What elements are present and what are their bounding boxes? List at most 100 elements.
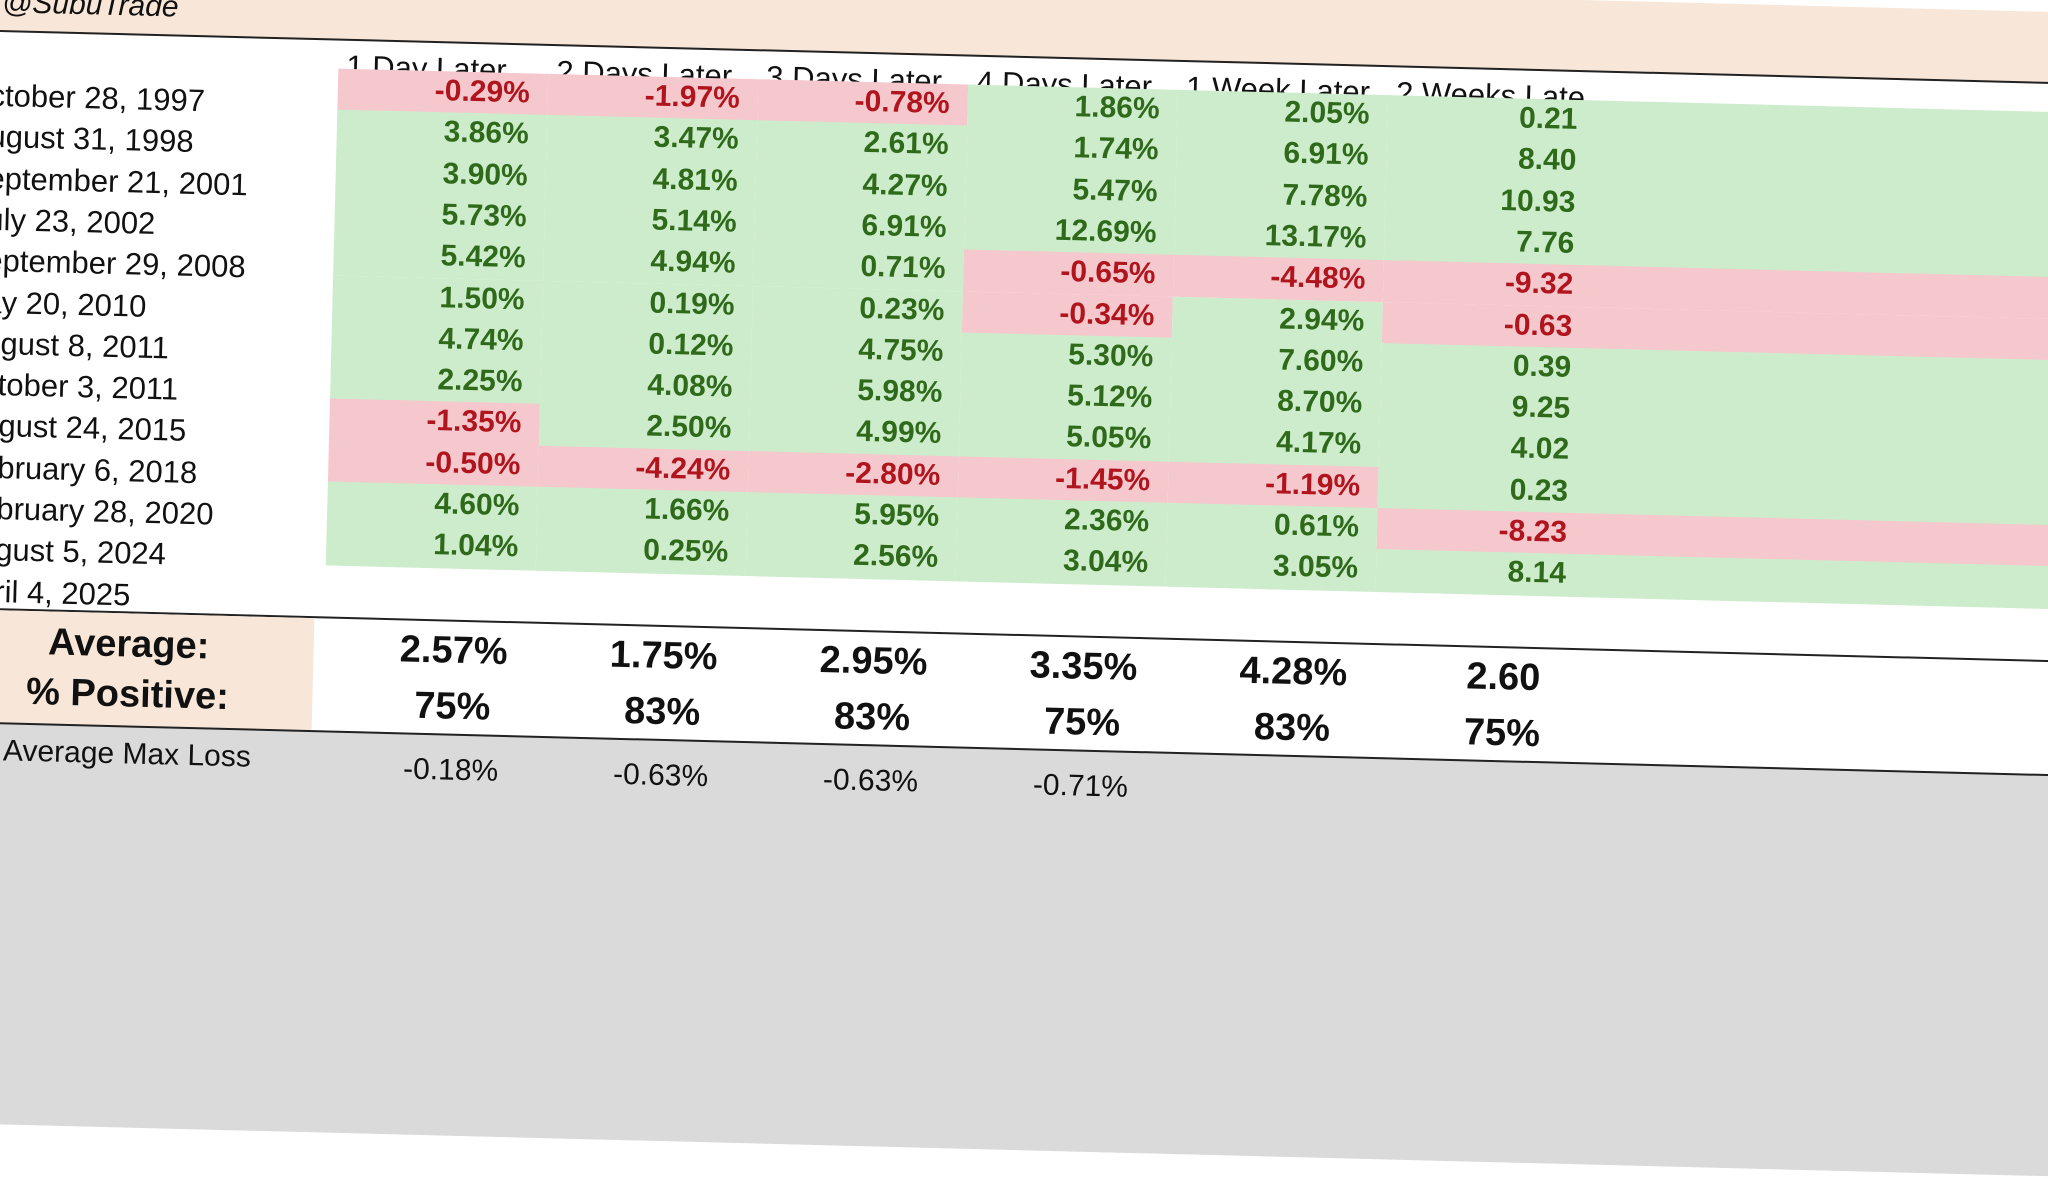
cell-value: -4.24% <box>634 450 731 487</box>
date-label: eptember 21, 2001 <box>0 160 249 202</box>
cell-value: 8.70% <box>1276 384 1363 420</box>
cell-value: 4.81% <box>652 162 739 198</box>
cell-value: -0.65% <box>1059 255 1156 291</box>
average-value: 2.57% <box>399 628 509 674</box>
cell-value: 1.50% <box>439 280 526 316</box>
cell-value: 4.17% <box>1275 425 1362 461</box>
date-label: pril 4, 2025 <box>0 573 131 613</box>
cell-value: 5.12% <box>1066 379 1153 415</box>
cell-value: 1.74% <box>1073 131 1159 167</box>
cell-value: 1.04% <box>432 528 519 564</box>
positive-value: 75% <box>413 684 491 729</box>
max-loss-value: -0.63% <box>612 757 709 794</box>
cell-value: 5.30% <box>1067 337 1154 374</box>
positive-label: % Positive: <box>25 670 230 719</box>
cell-value: 5.95% <box>853 497 940 533</box>
cell-value: -9.32 <box>1504 266 1574 302</box>
cell-value: -1.45% <box>1054 461 1151 497</box>
cell-value: 3.90% <box>442 156 529 192</box>
average-value: 3.35% <box>1029 644 1138 689</box>
cell-value: 5.98% <box>856 373 943 410</box>
cell-value: -0.29% <box>434 74 531 110</box>
date-label: ay 20, 2010 <box>0 284 147 324</box>
cell-value: 2.05% <box>1284 95 1370 131</box>
cell-value: 12.69% <box>1054 213 1157 250</box>
cell-value: 7.60% <box>1277 343 1364 379</box>
date-label: uly 23, 2002 <box>0 201 156 241</box>
cell-value: 8.40 <box>1517 142 1577 178</box>
cell-value: 0.12% <box>648 327 734 363</box>
cell-value: 5.05% <box>1065 420 1152 456</box>
cell-value: 3.04% <box>1062 544 1149 580</box>
cell-value: -1.19% <box>1264 466 1361 503</box>
cell-value: 4.74% <box>438 322 524 358</box>
cell-value: 0.23 <box>1509 473 1569 508</box>
average-value: 2.95% <box>819 638 928 684</box>
cell-value: 9.25 <box>1511 390 1571 425</box>
cell-value: 5.73% <box>441 198 528 234</box>
cell-value: 8.14 <box>1507 555 1567 591</box>
cell-value: 4.75% <box>857 332 944 368</box>
cell-value: 1.86% <box>1074 90 1161 126</box>
cell-value: 7.76 <box>1515 225 1575 260</box>
cell-value: 4.08% <box>646 368 733 404</box>
cell-value: -8.23 <box>1498 514 1568 549</box>
cell-value: 0.71% <box>860 250 946 286</box>
date-label: ctober 28, 1997 <box>0 77 206 119</box>
cell-value: -4.48% <box>1269 260 1366 296</box>
cell-value: 0.61% <box>1273 508 1360 544</box>
date-label: ctober 3, 2011 <box>0 366 179 407</box>
cell-value: 6.91% <box>1283 136 1369 172</box>
average-label: Average: <box>47 621 210 668</box>
cell-value: 0.39 <box>1512 349 1572 384</box>
date-label: ebruary 6, 2018 <box>0 449 198 490</box>
cell-value: -0.78% <box>854 84 951 121</box>
cell-value: 4.99% <box>855 415 942 451</box>
cell-value: -2.80% <box>844 456 941 492</box>
cell-value: 4.94% <box>650 244 736 280</box>
max-loss-value: -0.18% <box>402 752 499 788</box>
positive-value: 83% <box>833 695 911 740</box>
cell-value: 2.36% <box>1063 503 1150 539</box>
cell-value: 10.93 <box>1499 183 1576 219</box>
cell-value: -1.35% <box>426 404 522 440</box>
cell-value: 2.61% <box>863 126 950 162</box>
positive-value: 75% <box>1463 711 1541 756</box>
date-label: ugust 24, 2015 <box>0 408 187 449</box>
cell-value: 3.47% <box>653 120 740 157</box>
cell-value: 0.25% <box>642 533 729 569</box>
max-loss-value: -0.63% <box>822 763 919 799</box>
cell-value: 4.60% <box>433 487 520 523</box>
date-label: ugust 8, 2011 <box>0 325 170 366</box>
average-value: 1.75% <box>609 633 719 679</box>
date-label: eptember 29, 2008 <box>0 242 247 285</box>
cell-value: 7.78% <box>1281 178 1368 214</box>
date-label: ebruary 28, 2020 <box>0 490 214 532</box>
cell-value: -0.63 <box>1503 307 1573 343</box>
date-label: ugust 31, 1998 <box>0 119 195 160</box>
positive-value: 83% <box>623 690 701 734</box>
cell-value: -1.97% <box>644 79 741 115</box>
cell-value: 4.27% <box>862 167 949 203</box>
cell-value: 5.42% <box>440 239 527 275</box>
cell-value: 4.02 <box>1510 431 1570 467</box>
date-label: ugust 5, 2024 <box>0 531 167 572</box>
cell-value: 3.86% <box>443 115 530 151</box>
cell-value: 0.21 <box>1518 101 1578 136</box>
cell-value: 1.66% <box>643 492 730 528</box>
cell-value: 3.05% <box>1272 549 1359 585</box>
positive-value: 83% <box>1253 705 1331 750</box>
positive-value: 75% <box>1043 700 1121 745</box>
max-loss-label: Average Max Loss <box>2 734 252 774</box>
max-loss-value: -0.71% <box>1032 768 1129 804</box>
cell-value: 2.50% <box>645 409 732 446</box>
cell-value: -0.34% <box>1058 296 1155 332</box>
cell-value: 0.19% <box>649 286 735 322</box>
cell-value: 5.14% <box>651 203 738 239</box>
average-value: 4.28% <box>1239 649 1348 695</box>
cell-value: 5.47% <box>1072 172 1158 208</box>
cell-value: 0.23% <box>858 291 945 327</box>
cell-value: 2.56% <box>852 539 939 575</box>
